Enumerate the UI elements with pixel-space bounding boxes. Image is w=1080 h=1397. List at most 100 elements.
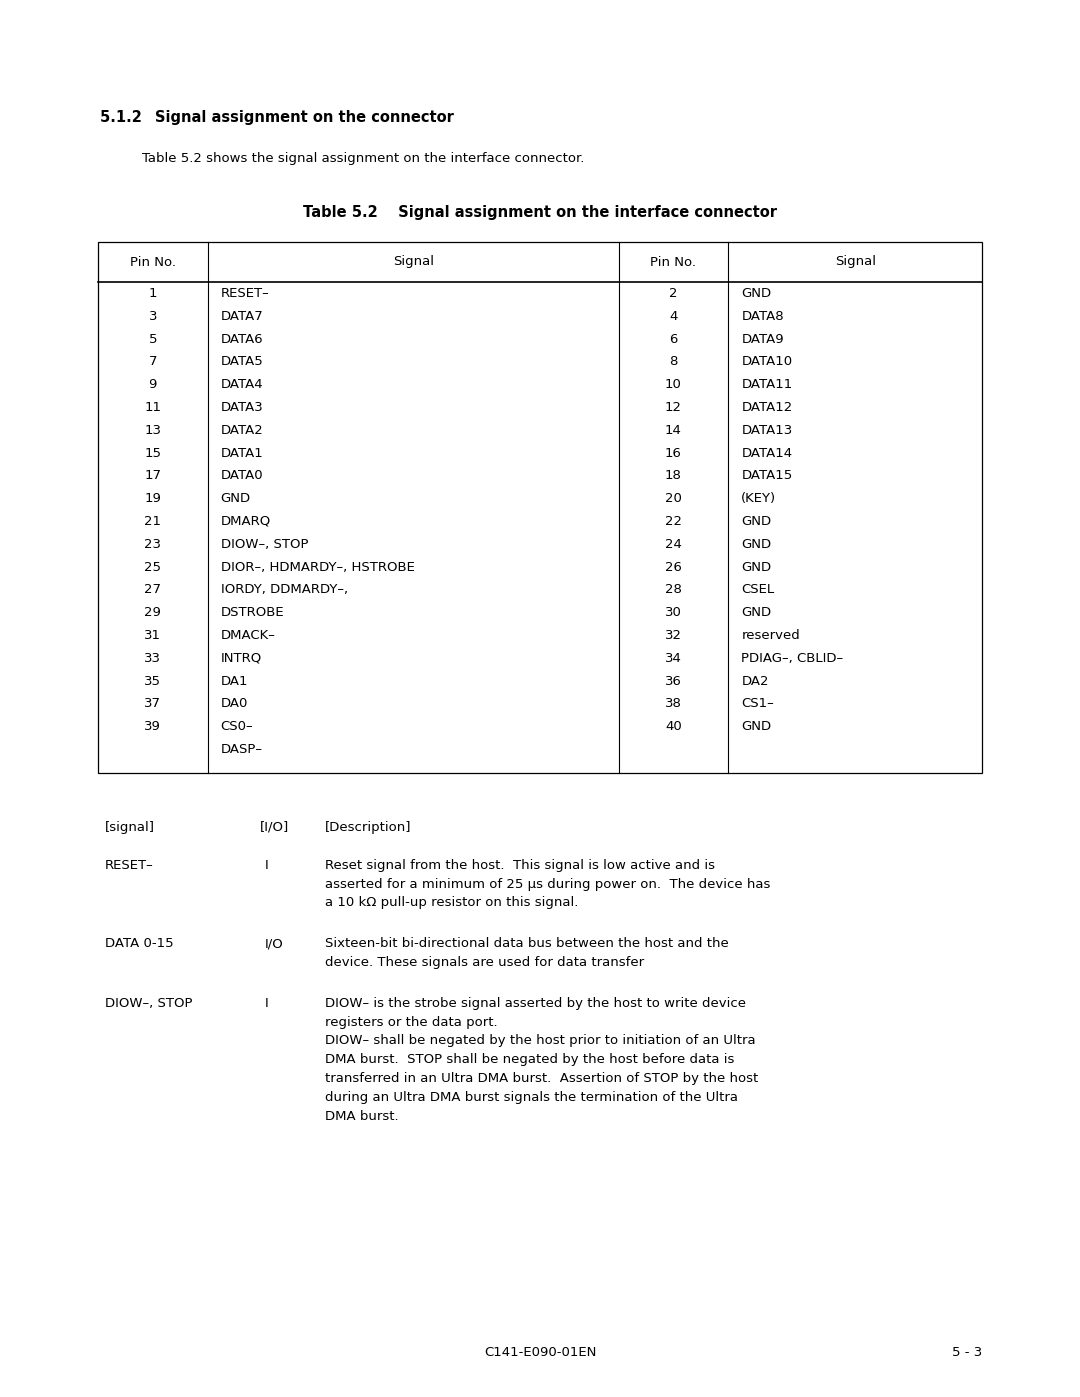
Text: [I/O]: [I/O] [260,821,289,834]
Text: Pin No.: Pin No. [130,256,176,268]
Text: DATA11: DATA11 [741,379,793,391]
Text: DATA5: DATA5 [220,355,264,369]
Text: 32: 32 [665,629,681,641]
Text: DATA10: DATA10 [741,355,793,369]
Text: RESET–: RESET– [220,286,269,300]
Text: 3: 3 [149,310,157,323]
Text: I/O: I/O [265,937,284,950]
Text: 19: 19 [145,492,161,506]
Text: 1: 1 [149,286,157,300]
Text: 7: 7 [149,355,157,369]
Text: I: I [265,997,269,1010]
Text: DATA2: DATA2 [220,423,264,437]
Text: IORDY, DDMARDY–,: IORDY, DDMARDY–, [220,584,348,597]
Text: 15: 15 [145,447,161,460]
Text: (KEY): (KEY) [741,492,777,506]
Text: 38: 38 [665,697,681,710]
Text: Table 5.2    Signal assignment on the interface connector: Table 5.2 Signal assignment on the inter… [303,205,777,219]
Text: GND: GND [741,286,771,300]
Text: 40: 40 [665,719,681,733]
Text: DATA7: DATA7 [220,310,264,323]
Text: 6: 6 [670,332,677,345]
Text: DMA burst.: DMA burst. [325,1109,399,1123]
Text: 11: 11 [145,401,161,414]
Text: I: I [265,859,269,872]
Text: 34: 34 [665,651,681,665]
Text: 5.1.2: 5.1.2 [100,110,162,124]
Text: 36: 36 [665,675,681,687]
Text: Reset signal from the host.  This signal is low active and is: Reset signal from the host. This signal … [325,859,715,872]
Text: RESET–: RESET– [105,859,153,872]
Text: DMA burst.  STOP shall be negated by the host before data is: DMA burst. STOP shall be negated by the … [325,1053,734,1066]
Text: GND: GND [741,515,771,528]
Text: GND: GND [741,606,771,619]
Text: DIOW–, STOP: DIOW–, STOP [105,997,192,1010]
Text: GND: GND [220,492,251,506]
Text: 35: 35 [145,675,161,687]
Text: 2: 2 [670,286,678,300]
Text: 16: 16 [665,447,681,460]
Text: DA1: DA1 [220,675,248,687]
Text: PDIAG–, CBLID–: PDIAG–, CBLID– [741,651,843,665]
Text: Signal assignment on the connector: Signal assignment on the connector [156,110,454,124]
Text: registers or the data port.: registers or the data port. [325,1016,498,1028]
Text: 24: 24 [665,538,681,550]
Text: INTRQ: INTRQ [220,651,261,665]
Text: transferred in an Ultra DMA burst.  Assertion of STOP by the host: transferred in an Ultra DMA burst. Asser… [325,1071,758,1085]
Text: 25: 25 [145,560,161,574]
Text: DATA14: DATA14 [741,447,793,460]
Text: asserted for a minimum of 25 μs during power on.  The device has: asserted for a minimum of 25 μs during p… [325,877,770,891]
Text: 18: 18 [665,469,681,482]
Text: DATA8: DATA8 [741,310,784,323]
Text: 5: 5 [149,332,157,345]
Text: 17: 17 [145,469,161,482]
Text: 9: 9 [149,379,157,391]
Text: 39: 39 [145,719,161,733]
Text: Signal: Signal [835,256,876,268]
Text: 31: 31 [145,629,161,641]
Text: DATA3: DATA3 [220,401,264,414]
Text: DATA4: DATA4 [220,379,264,391]
Text: 30: 30 [665,606,681,619]
Text: CSEL: CSEL [741,584,774,597]
Text: DMACK–: DMACK– [220,629,275,641]
Text: [signal]: [signal] [105,821,156,834]
Text: Signal: Signal [393,256,434,268]
Text: Sixteen-bit bi-directional data bus between the host and the: Sixteen-bit bi-directional data bus betw… [325,937,729,950]
Text: GND: GND [741,538,771,550]
Text: DIOW–, STOP: DIOW–, STOP [220,538,308,550]
Text: 12: 12 [665,401,681,414]
Text: DIOW– shall be negated by the host prior to initiation of an Ultra: DIOW– shall be negated by the host prior… [325,1034,756,1048]
Text: 33: 33 [145,651,161,665]
Text: Table 5.2 shows the signal assignment on the interface connector.: Table 5.2 shows the signal assignment on… [141,152,584,165]
Text: DA0: DA0 [220,697,248,710]
Text: C141-E090-01EN: C141-E090-01EN [484,1345,596,1359]
Text: reserved: reserved [741,629,800,641]
Text: Pin No.: Pin No. [650,256,697,268]
Text: CS1–: CS1– [741,697,774,710]
Text: 22: 22 [665,515,681,528]
Text: DIOR–, HDMARDY–, HSTROBE: DIOR–, HDMARDY–, HSTROBE [220,560,415,574]
Text: DATA15: DATA15 [741,469,793,482]
Text: 4: 4 [670,310,677,323]
Text: DATA1: DATA1 [220,447,264,460]
Text: DIOW– is the strobe signal asserted by the host to write device: DIOW– is the strobe signal asserted by t… [325,997,746,1010]
Text: GND: GND [741,719,771,733]
Text: DA2: DA2 [741,675,769,687]
Text: DATA9: DATA9 [741,332,784,345]
Bar [98,242,982,773]
Text: device. These signals are used for data transfer: device. These signals are used for data … [325,956,644,970]
Text: 23: 23 [145,538,161,550]
Text: 28: 28 [665,584,681,597]
Text: 26: 26 [665,560,681,574]
Text: [Description]: [Description] [325,821,411,834]
Text: 8: 8 [670,355,677,369]
Text: 5 - 3: 5 - 3 [951,1345,982,1359]
Text: 20: 20 [665,492,681,506]
Text: 27: 27 [145,584,161,597]
Text: 21: 21 [145,515,161,528]
Text: a 10 kΩ pull-up resistor on this signal.: a 10 kΩ pull-up resistor on this signal. [325,897,579,909]
Text: during an Ultra DMA burst signals the termination of the Ultra: during an Ultra DMA burst signals the te… [325,1091,738,1104]
Text: 29: 29 [145,606,161,619]
Text: CS0–: CS0– [220,719,253,733]
